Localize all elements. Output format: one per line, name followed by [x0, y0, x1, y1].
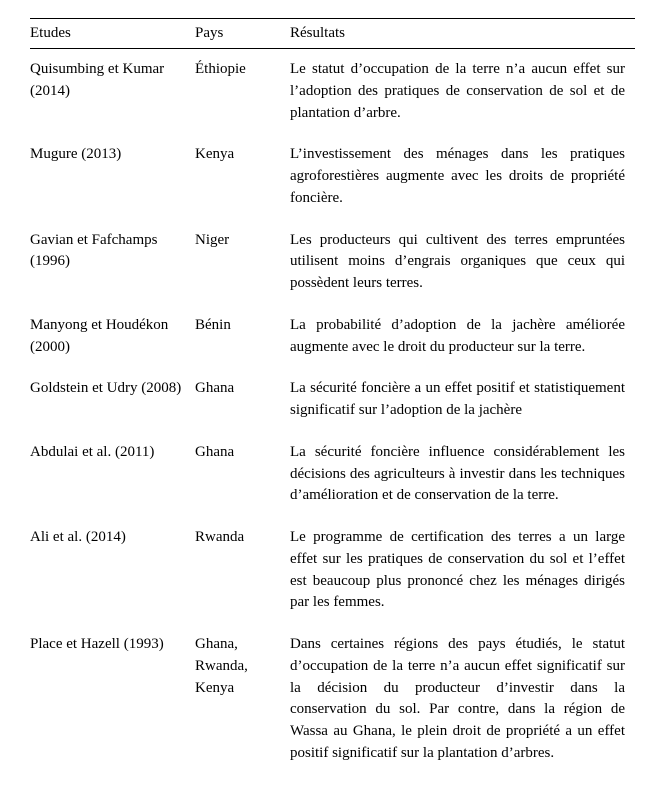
header-row: Etudes Pays Résultats: [30, 19, 635, 49]
cell-etudes: Goldstein et Udry (2008): [30, 368, 195, 432]
cell-etudes: Ali et al. (2014): [30, 517, 195, 624]
cell-pays: Rwanda: [195, 517, 290, 624]
header-resultats: Résultats: [290, 19, 635, 49]
cell-pays: Ghana: [195, 432, 290, 517]
table-row: Gavian et Fafchamps (1996) Niger Les pro…: [30, 220, 635, 305]
header-etudes: Etudes: [30, 19, 195, 49]
page: Etudes Pays Résultats Quisumbing et Kuma…: [0, 0, 665, 795]
header-pays: Pays: [195, 19, 290, 49]
cell-pays: Bénin: [195, 305, 290, 369]
cell-etudes: Mugure (2013): [30, 134, 195, 219]
cell-etudes: Manyong et Houdékon (2000): [30, 305, 195, 369]
cell-resultats: La sécurité foncière influence considéra…: [290, 432, 635, 517]
table-row: Quisumbing et Kumar (2014) Éthiopie Le s…: [30, 49, 635, 135]
table-row: Manyong et Houdékon (2000) Bénin La prob…: [30, 305, 635, 369]
cell-resultats: La probabilité d’adoption de la jachère …: [290, 305, 635, 369]
cell-resultats: Le programme de certification des terres…: [290, 517, 635, 624]
cell-pays: Éthiopie: [195, 49, 290, 135]
cell-pays: Niger: [195, 220, 290, 305]
cell-resultats: La sécurité foncière a un effet positif …: [290, 368, 635, 432]
cell-pays: Ghana, Rwanda, Kenya: [195, 624, 290, 775]
cell-resultats: Dans certaines régions des pays étudiés,…: [290, 624, 635, 775]
cell-pays: Kenya: [195, 134, 290, 219]
table-row: Mugure (2013) Kenya L’investissement des…: [30, 134, 635, 219]
table-row: Goldstein et Udry (2008) Ghana La sécuri…: [30, 368, 635, 432]
cell-etudes: Place et Hazell (1993): [30, 624, 195, 775]
cell-etudes: Gavian et Fafchamps (1996): [30, 220, 195, 305]
cell-pays: Ghana: [195, 368, 290, 432]
table-row: Ali et al. (2014) Rwanda Le programme de…: [30, 517, 635, 624]
table-row: Place et Hazell (1993) Ghana, Rwanda, Ke…: [30, 624, 635, 775]
cell-resultats: Les producteurs qui cultivent des terres…: [290, 220, 635, 305]
cell-etudes: Abdulai et al. (2011): [30, 432, 195, 517]
cell-resultats: L’investissement des ménages dans les pr…: [290, 134, 635, 219]
table-row: Abdulai et al. (2011) Ghana La sécurité …: [30, 432, 635, 517]
studies-table: Etudes Pays Résultats Quisumbing et Kuma…: [30, 18, 635, 775]
cell-resultats: Le statut d’occupation de la terre n’a a…: [290, 49, 635, 135]
cell-etudes: Quisumbing et Kumar (2014): [30, 49, 195, 135]
